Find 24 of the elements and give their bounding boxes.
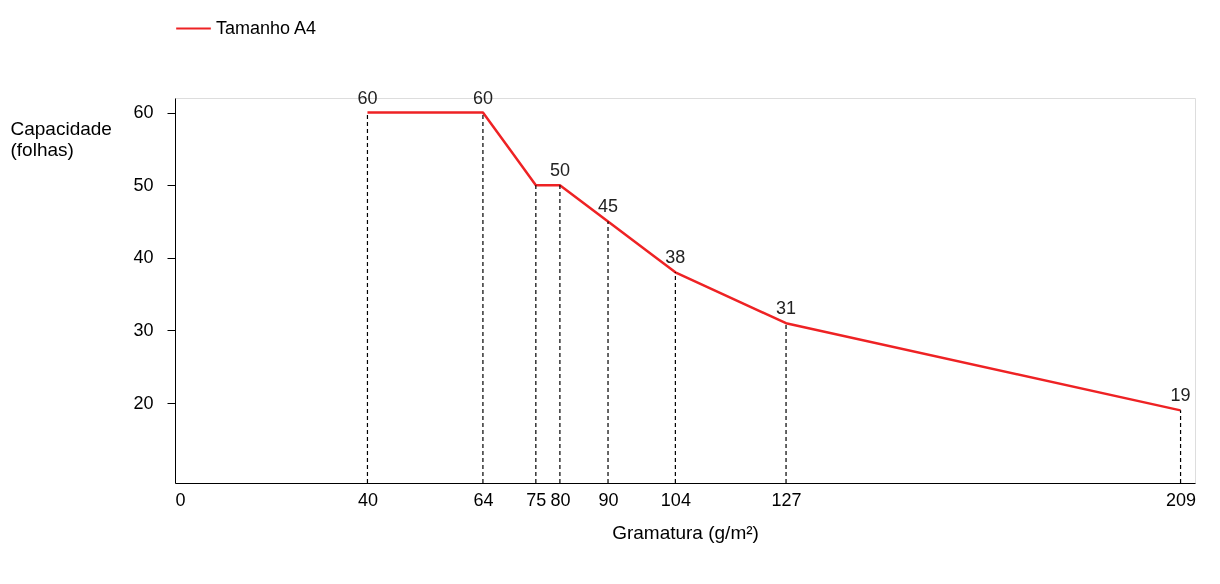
data-label: 31 [776,298,797,319]
data-label: 50 [549,160,570,181]
y-tick-label: 60 [133,102,154,123]
x-tick-label: 90 [598,489,619,510]
data-label: 60 [357,87,378,108]
x-tick-label: 64 [473,489,494,510]
y-tick-label: 50 [133,174,154,195]
x-axis-title: Gramatura (g/m²) [612,521,759,543]
y-tick-label: 20 [133,392,154,413]
y-tick-label: 30 [133,319,154,340]
x-tick-label: 0 [175,489,186,510]
data-label: 45 [598,196,619,217]
data-label: 19 [1170,385,1191,406]
x-tick-label: 209 [1166,489,1197,510]
x-tick-label: 75 [526,489,547,510]
legend-label: Tamanho A4 [216,17,317,38]
x-tick-label: 40 [357,489,378,510]
x-tick-label: 127 [771,489,802,510]
y-axis-title: Capacidade (folhas) [10,117,112,160]
data-label: 38 [665,247,686,268]
x-tick-label: 104 [660,489,691,510]
y-tick-label: 40 [133,247,154,268]
data-label: 60 [472,87,493,108]
x-tick-label: 80 [550,489,571,510]
